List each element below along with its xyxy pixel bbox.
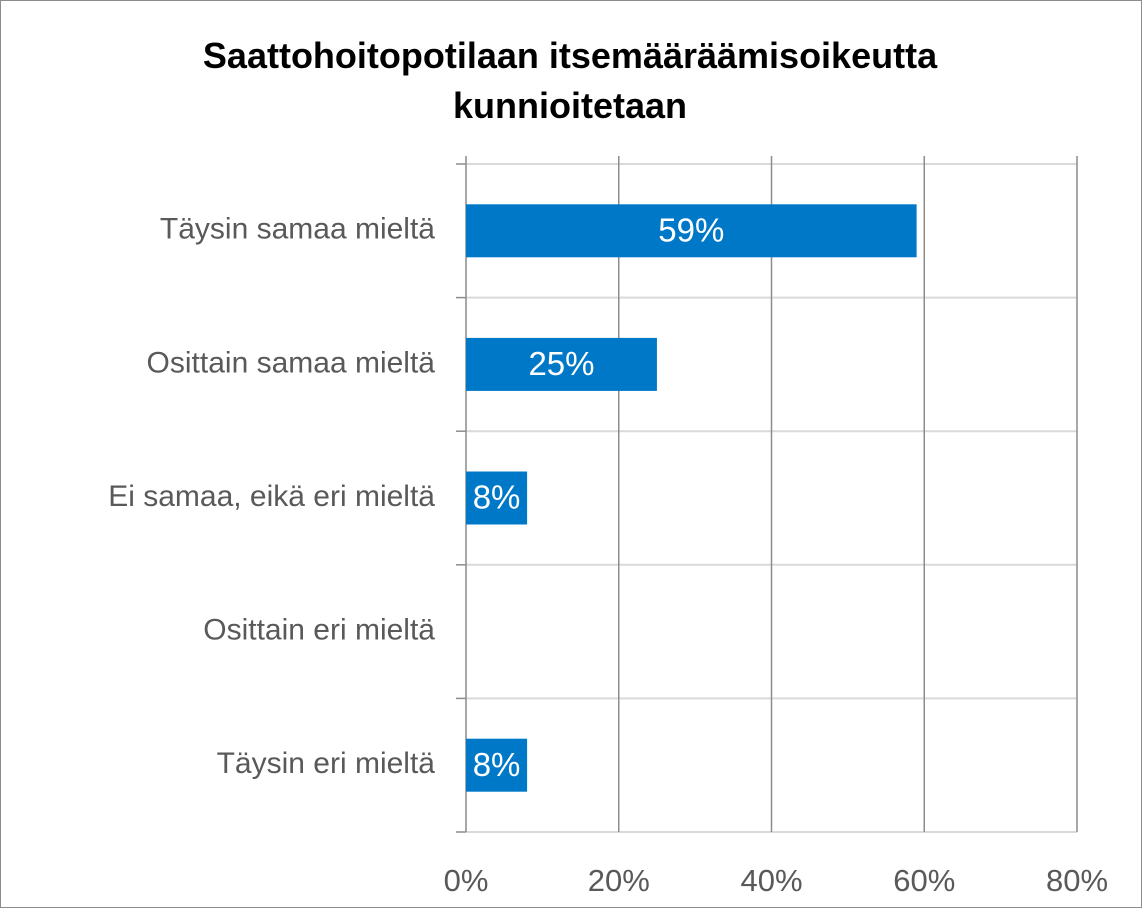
x-tick-label: 20% xyxy=(588,863,650,898)
x-tick-label: 80% xyxy=(1046,863,1108,898)
y-tick-label: Osittain samaa mieltä xyxy=(147,346,436,379)
bar xyxy=(466,337,657,391)
data-label: 25% xyxy=(528,345,594,382)
bar xyxy=(466,738,528,792)
data-label: 8% xyxy=(473,479,521,516)
y-tick-label: Täysin samaa mieltä xyxy=(160,213,435,246)
data-label: 8% xyxy=(473,746,521,783)
chart-title: Saattohoitopotilaan itsemääräämisoikeutt… xyxy=(203,35,938,126)
x-tick-label: 60% xyxy=(893,863,955,898)
x-tick-label: 40% xyxy=(740,863,802,898)
data-label: 59% xyxy=(658,212,724,249)
bar xyxy=(466,204,917,258)
bar xyxy=(466,471,528,525)
y-tick-label: Täysin eri mieltä xyxy=(217,747,436,780)
y-tick-label: Osittain eri mieltä xyxy=(203,614,435,647)
y-tick-label: Ei samaa, eikä eri mieltä xyxy=(108,480,435,513)
x-tick-label: 0% xyxy=(444,863,489,898)
